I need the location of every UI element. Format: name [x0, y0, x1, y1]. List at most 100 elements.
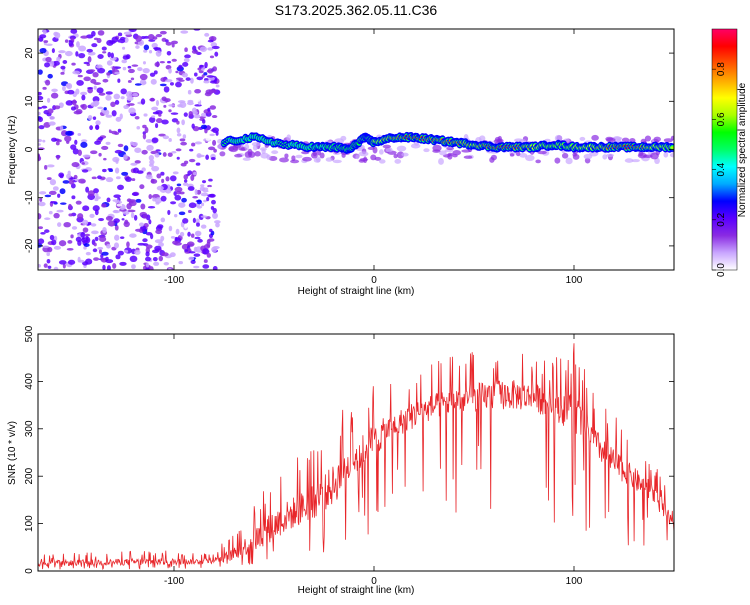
heat-blob-847	[111, 110, 117, 117]
heat-blob-520	[101, 203, 107, 208]
heat-blob-832	[205, 154, 210, 160]
heat-blob-158	[189, 148, 194, 152]
heat-blob-889	[196, 199, 202, 205]
heat-blob-878	[48, 121, 56, 126]
heat-blob-401	[57, 222, 62, 228]
heat-blob-604	[190, 77, 194, 84]
heat-blob-892	[182, 134, 187, 139]
heat-blob-370	[113, 242, 120, 249]
heat-blob-664	[92, 248, 98, 253]
heat-blob-650	[215, 222, 220, 228]
heat-blob-899	[183, 112, 188, 117]
spectrogram-ytick-label-1: -10	[24, 190, 35, 205]
heat-blob-235	[200, 224, 207, 229]
heat-blob-324	[203, 80, 210, 84]
colorbar-ticks: 0.0 0.2 0.4 0.6 0.8	[712, 62, 727, 277]
heat-blob-298	[212, 265, 218, 270]
heat-blob-614	[175, 228, 180, 235]
heat-blob-1066	[514, 138, 524, 143]
heat-blob-591	[171, 125, 179, 128]
heat-blob-1103	[554, 157, 561, 164]
heat-blob-94	[173, 191, 177, 196]
heat-blob-684	[62, 180, 70, 184]
heat-blob-1134	[355, 154, 360, 160]
heat-blob-24	[142, 61, 146, 65]
heat-blob-241	[153, 70, 158, 75]
heat-blob-176	[170, 201, 177, 205]
heat-blob-714	[123, 105, 130, 110]
heat-blob-412	[149, 97, 156, 102]
heat-blob-703	[207, 68, 214, 74]
heat-blob-414	[66, 247, 74, 251]
heat-blob-873	[196, 222, 200, 227]
heat-blob-489	[159, 30, 167, 35]
heat-blob-356	[141, 167, 146, 172]
heat-blob-629	[208, 178, 213, 182]
heat-blob-687	[168, 267, 172, 270]
heat-blob-1114	[302, 156, 312, 162]
heat-blob-1149	[432, 149, 441, 153]
heat-blob-468	[38, 91, 42, 96]
heat-blob-1042	[621, 137, 630, 143]
heat-blob-859	[56, 139, 62, 143]
heat-blob-230	[46, 252, 51, 257]
snr-xtick-label-0: -100	[164, 576, 184, 587]
heat-blob-954	[663, 138, 674, 143]
heat-blob-568	[206, 197, 210, 202]
heat-blob-308	[60, 65, 66, 70]
heat-blob-895	[93, 37, 99, 41]
heat-blob-286	[82, 205, 90, 212]
heat-blob-143	[163, 262, 169, 266]
heat-blob-376	[165, 176, 170, 182]
heat-blob-167	[71, 226, 78, 230]
heat-blob-484	[139, 73, 148, 81]
heat-blob-134	[49, 234, 55, 241]
heat-blob-1012	[572, 153, 580, 160]
heat-blob-320	[148, 154, 155, 161]
colorbar-label: Normalized spectral amplitude	[737, 82, 748, 217]
heat-blob-617	[102, 226, 107, 234]
heat-blob-1006	[291, 155, 296, 162]
heat-blob-494	[172, 240, 179, 245]
heat-blob-685	[47, 73, 53, 79]
heat-blob-872	[169, 82, 174, 86]
heat-blob-107	[187, 231, 191, 237]
heat-blob-541	[155, 123, 159, 129]
heat-blob-822	[48, 210, 53, 215]
heat-blob-527	[117, 78, 121, 83]
heat-blob-701	[80, 104, 85, 108]
heat-blob-171	[38, 125, 45, 130]
heat-blob-777	[106, 265, 111, 270]
heat-blob-879	[192, 171, 197, 176]
heat-blob-323	[207, 184, 212, 188]
heat-blob-801	[111, 130, 118, 135]
heat-blob-155	[42, 139, 46, 143]
heat-blob-477	[213, 148, 217, 153]
heat-blob-178	[77, 61, 81, 68]
heat-blob-496	[135, 198, 142, 203]
heat-blob-40	[139, 184, 145, 190]
heat-blob-502	[52, 60, 60, 66]
heat-blob-805	[160, 235, 165, 242]
heat-blob-824	[81, 169, 89, 173]
heat-blob-1068	[234, 153, 243, 158]
heat-blob-706	[208, 228, 213, 233]
heat-blob-704	[91, 230, 99, 235]
heat-blob-884	[168, 104, 176, 107]
heat-blob-843	[161, 178, 165, 184]
heat-blob-573	[110, 126, 116, 131]
heat-blob-646	[92, 205, 100, 212]
heat-blob-1063	[286, 134, 292, 142]
heat-blob-346	[165, 41, 172, 46]
heat-blob-775	[121, 192, 126, 199]
heat-blob-752	[105, 91, 113, 95]
snr-ytick-label-3: 300	[24, 420, 35, 437]
heat-blob-343	[41, 105, 48, 109]
spectrogram-xtick-label-2: 100	[566, 275, 583, 286]
heat-blob-1049	[515, 151, 521, 157]
heat-blob-1080	[605, 153, 614, 158]
heat-blob-133	[209, 55, 215, 59]
heat-blob-427	[87, 86, 94, 90]
heat-blob-663	[202, 119, 206, 124]
heat-blob-60	[209, 105, 217, 110]
